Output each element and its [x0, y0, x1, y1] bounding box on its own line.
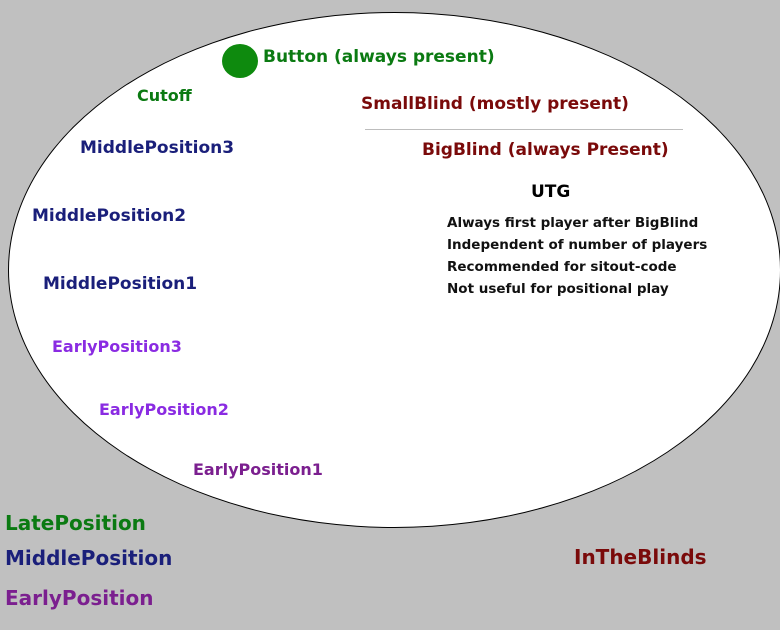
legend-in-the-blinds: InTheBlinds — [574, 545, 707, 569]
seat-middle-position-2-label: MiddlePosition2 — [32, 206, 187, 226]
seat-early-position-1-label: EarlyPosition1 — [193, 460, 323, 479]
seat-middle-position-3-label: MiddlePosition3 — [80, 138, 235, 158]
seat-middle-position-1-label: MiddlePosition1 — [43, 274, 198, 294]
seat-small-blind-label: SmallBlind (mostly present) — [361, 94, 629, 114]
legend-middle-position: MiddlePosition — [5, 546, 173, 570]
dealer-button-chip — [222, 44, 258, 78]
seat-cutoff-label: Cutoff — [137, 86, 192, 105]
utg-notes: Always first player after BigBlind Indep… — [447, 212, 707, 300]
utg-note: Independent of number of players — [447, 237, 708, 253]
legend-late-position: LatePosition — [5, 511, 146, 535]
poker-table-oval — [8, 12, 780, 528]
seat-button-label: Button (always present) — [263, 47, 495, 67]
seat-early-position-3-label: EarlyPosition3 — [52, 337, 182, 356]
utg-title: UTG — [531, 182, 571, 202]
seat-early-position-2-label: EarlyPosition2 — [99, 400, 229, 419]
utg-note: Not useful for positional play — [447, 281, 669, 297]
utg-note: Always first player after BigBlind — [447, 215, 699, 231]
seat-big-blind-label: BigBlind (always Present) — [422, 140, 669, 160]
legend-early-position: EarlyPosition — [5, 586, 154, 610]
utg-note: Recommended for sitout-code — [447, 259, 677, 275]
blinds-divider — [365, 129, 683, 130]
